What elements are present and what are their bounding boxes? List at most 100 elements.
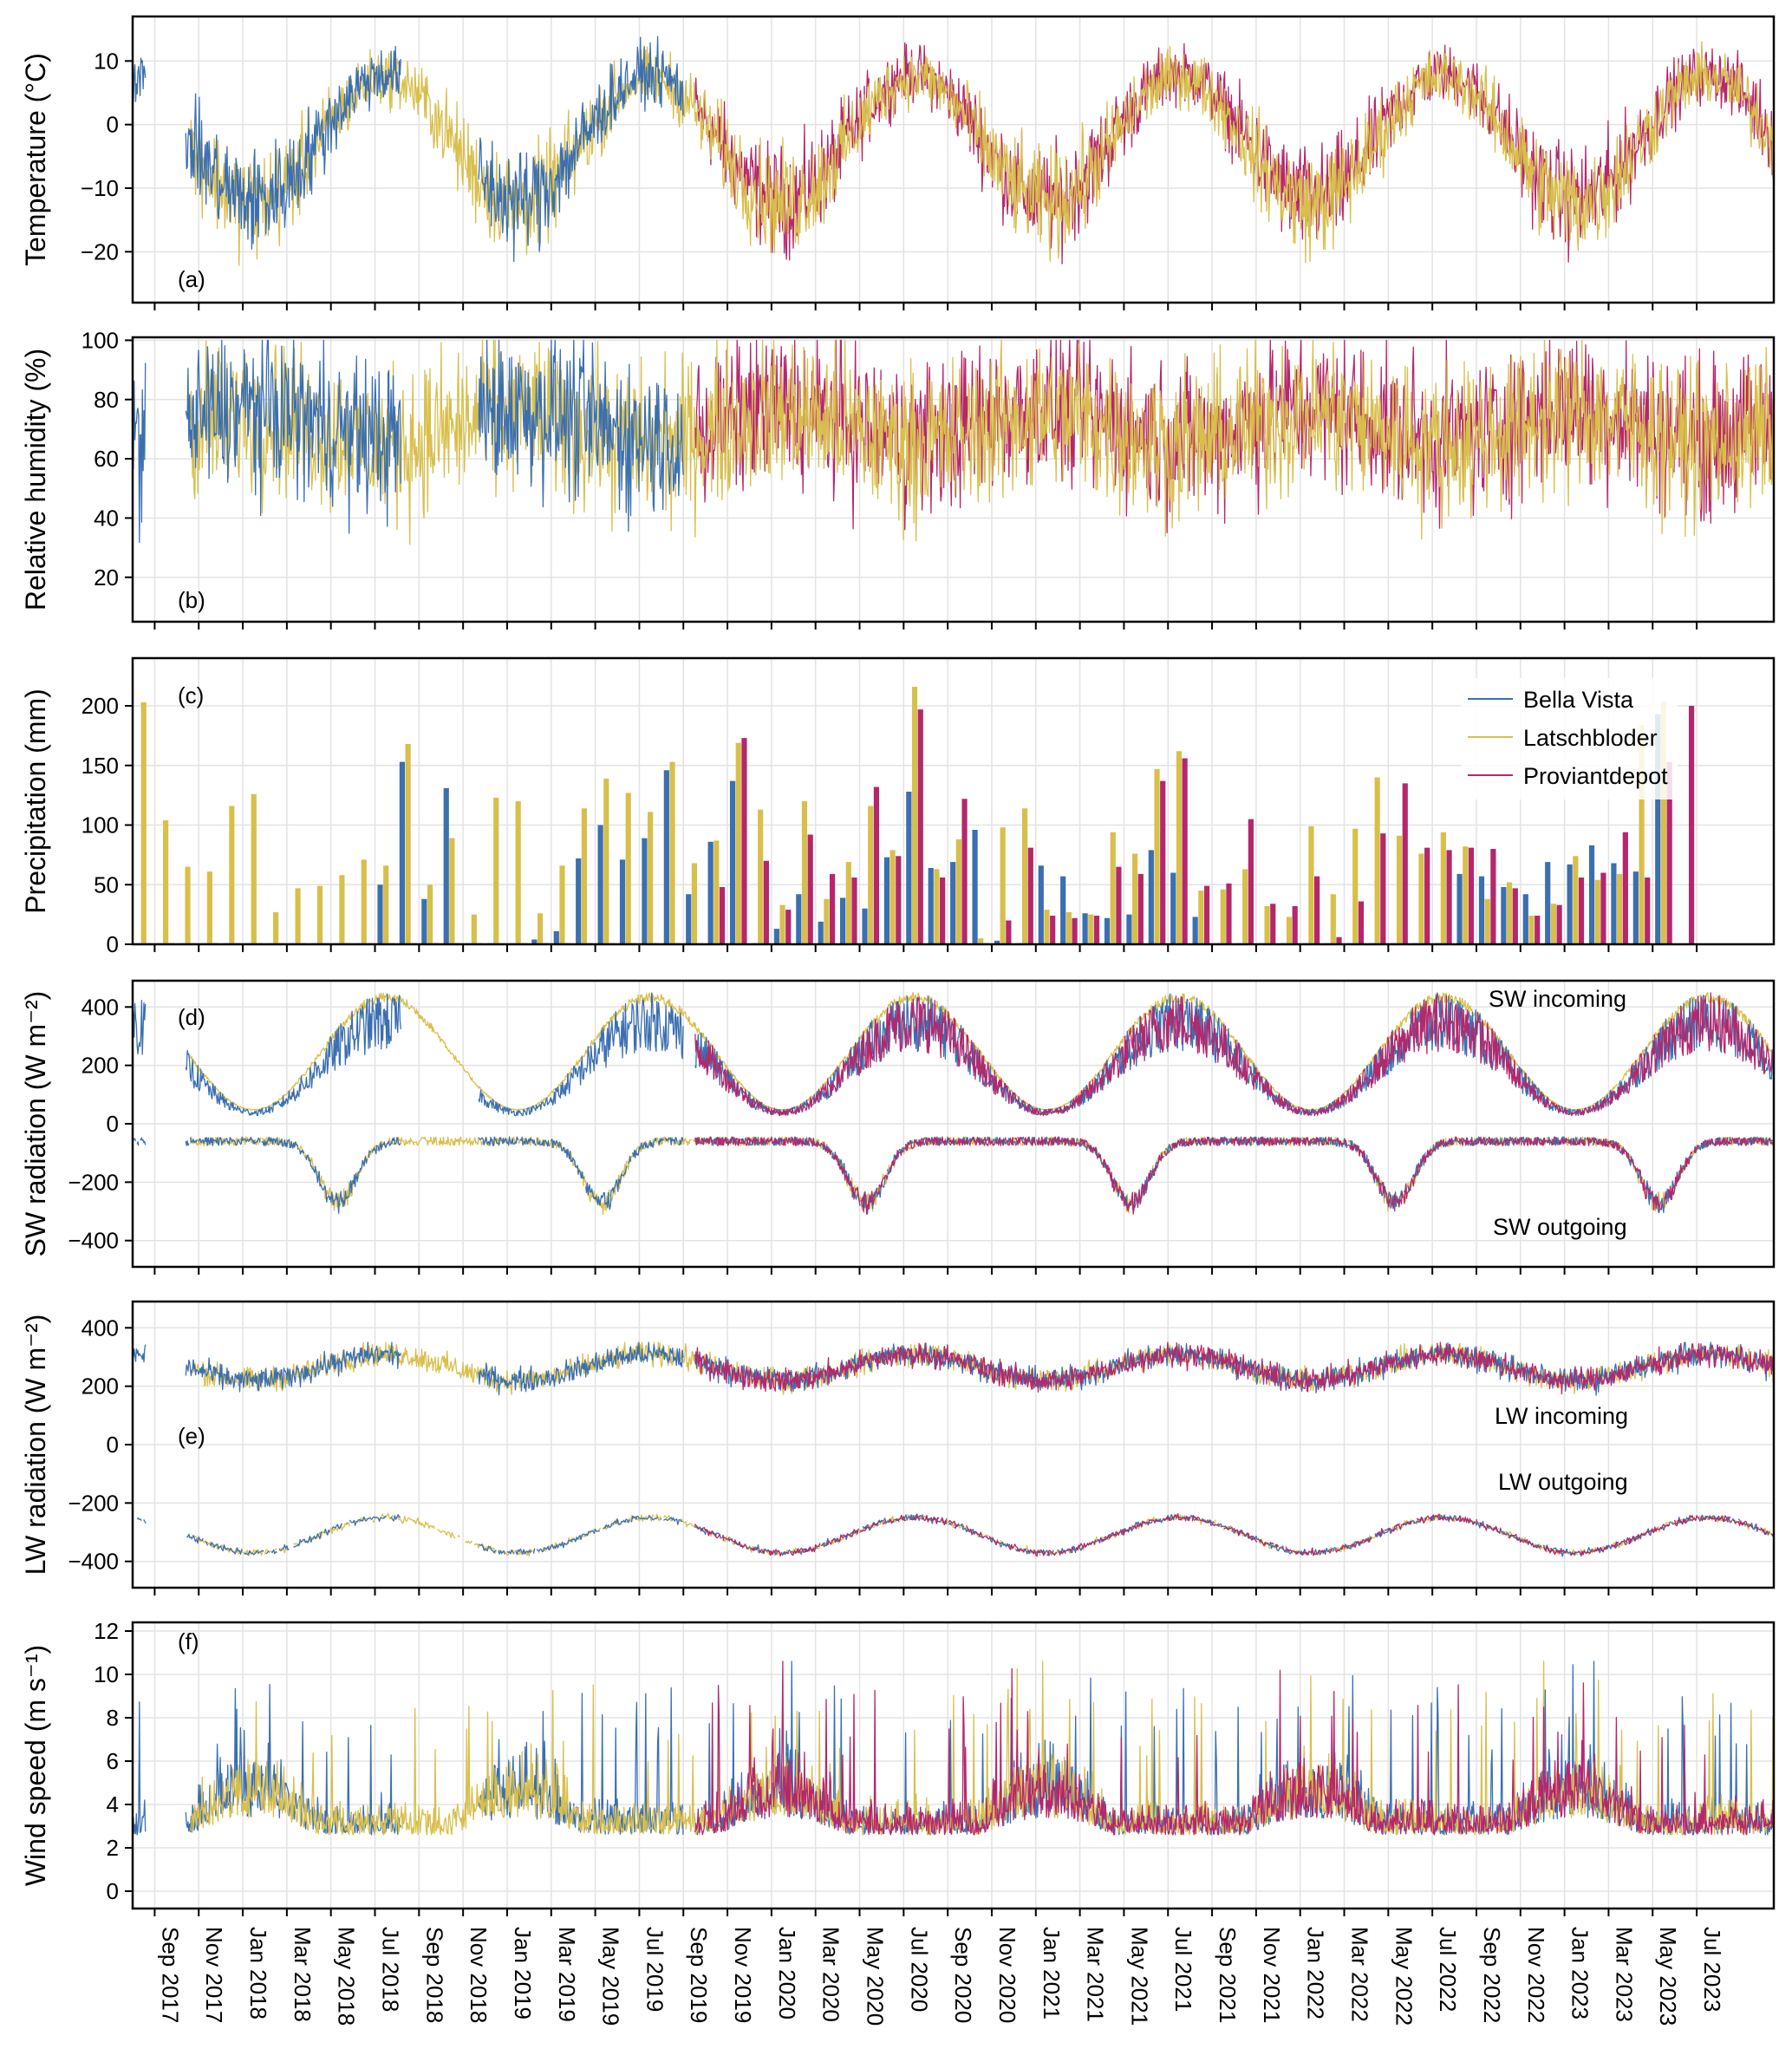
x-tick-label: Sep 2021: [1215, 1927, 1241, 2023]
x-tick-label: Nov 2019: [730, 1927, 756, 2023]
lw-outgoing-bella-vista: [1200, 1518, 1215, 1526]
lw-outgoing-bella-vista: [278, 1543, 290, 1551]
series-line-bella-vista: [478, 36, 684, 263]
lw-outgoing-bella-vista: [663, 1517, 683, 1525]
sw-outgoing-proviantdepot: [968, 1136, 996, 1146]
bar-proviantdepot: [1535, 916, 1541, 944]
lw-outgoing-proviantdepot: [1479, 1522, 1502, 1534]
plot-frame: [131, 15, 1776, 304]
bar-proviantdepot: [719, 887, 726, 944]
lw-outgoing-latschbloder: [1014, 1545, 1041, 1556]
lw-outgoing-bella-vista: [1333, 1547, 1338, 1552]
x-tick-label: Jan 2021: [1039, 1927, 1065, 2020]
y-axis-label: Precipitation (mm): [20, 688, 51, 914]
lw-outgoing-proviantdepot: [825, 1528, 859, 1546]
bar-latschbloder: [1330, 894, 1336, 944]
y-tick-label: 6: [107, 1748, 119, 1774]
y-tick-label: −200: [68, 1169, 119, 1195]
lw-outgoing-proviantdepot: [1502, 1531, 1507, 1536]
bar-latschbloder: [1220, 889, 1226, 944]
bar-proviantdepot: [1622, 832, 1628, 944]
sw-outgoing-proviantdepot: [694, 1136, 701, 1145]
lw-outgoing-bella-vista: [349, 1515, 387, 1526]
x-tick-label: Nov 2022: [1523, 1927, 1549, 2023]
bar-latschbloder: [295, 888, 301, 944]
bar-proviantdepot: [1116, 866, 1122, 944]
bar-latschbloder: [140, 701, 147, 944]
x-tick-label: Jul 2019: [642, 1927, 668, 2012]
x-tick-label: Mar 2020: [818, 1927, 844, 2022]
lw-outgoing-latschbloder: [465, 1540, 472, 1544]
sw-outgoing-proviantdepot: [1163, 1149, 1171, 1157]
legend-label: Latschbloder: [1523, 725, 1658, 751]
y-tick-label: 0: [107, 1432, 119, 1458]
bar-proviantdepot: [851, 878, 857, 944]
sw-outgoing-bella-vista: [368, 1150, 372, 1158]
lw-outgoing-latschbloder: [481, 1544, 497, 1555]
lw-incoming-bella-vista: [132, 1344, 147, 1363]
lw-outgoing-latschbloder: [906, 1514, 935, 1522]
sw-outgoing-bella-vista: [304, 1154, 368, 1214]
lw-outgoing-proviantdepot: [1385, 1520, 1412, 1532]
x-tick-label: Jul 2021: [1170, 1927, 1196, 2012]
y-tick-label: 0: [107, 112, 119, 138]
y-tick-label: 40: [94, 505, 119, 531]
bar-bella-vista: [377, 884, 383, 944]
lw-outgoing-proviantdepot: [860, 1521, 881, 1532]
x-tick-label: Jan 2018: [245, 1927, 271, 2020]
lw-outgoing-proviantdepot: [1270, 1542, 1274, 1545]
sw-outgoing-proviantdepot: [1285, 1136, 1348, 1146]
lw-outgoing-proviantdepot: [1754, 1526, 1769, 1536]
sw-outgoing-bella-vista: [1463, 1136, 1521, 1146]
lw-outgoing-proviantdepot: [1285, 1546, 1299, 1555]
sw-outgoing-bella-vista: [816, 1140, 831, 1156]
series-line-bella-vista: [132, 57, 147, 103]
sw-outgoing-bella-vista: [664, 1137, 678, 1145]
lw-outgoing-proviantdepot: [783, 1551, 789, 1555]
panel-c: 0 50 100 150 200 Precipitation (mm) (c) Bella V…: [20, 656, 1776, 957]
lw-outgoing-proviantdepot: [1455, 1515, 1476, 1525]
x-tick-label: Sep 2018: [421, 1927, 447, 2023]
bar-proviantdepot: [1490, 849, 1496, 944]
sw-outgoing-bella-vista: [1568, 1136, 1587, 1146]
bar-latschbloder: [316, 885, 323, 944]
bar-bella-vista: [1501, 887, 1507, 944]
bar-bella-vista: [862, 908, 868, 944]
bar-latschbloder: [1264, 906, 1270, 944]
y-tick-label: 2: [107, 1835, 119, 1861]
sw-outgoing-proviantdepot: [955, 1137, 968, 1146]
sw-outgoing-latschbloder: [261, 1137, 288, 1148]
lw-outgoing-bella-vista: [205, 1541, 209, 1546]
panel-letter: (e): [178, 1423, 205, 1449]
sw-outgoing-proviantdepot: [1036, 1136, 1047, 1146]
annotation-lw-outgoing: LW outgoing: [1498, 1469, 1628, 1495]
y-tick-label: 80: [94, 387, 119, 413]
y-axis-label: SW radiation (W m⁻²): [20, 991, 51, 1257]
series-line-proviantdepot: [694, 339, 1775, 534]
bar-proviantdepot: [1336, 936, 1342, 944]
bar-proviantdepot: [1182, 758, 1188, 944]
bar-latschbloder: [735, 742, 741, 944]
sw-outgoing-bella-vista: [140, 1137, 147, 1145]
x-tick-label: Sep 2019: [686, 1927, 712, 2023]
bar-bella-vista: [707, 841, 714, 944]
bar-bella-vista: [994, 940, 1000, 944]
lw-outgoing-proviantdepot: [1476, 1518, 1478, 1524]
y-tick-label: −400: [68, 1228, 119, 1254]
lw-outgoing-proviantdepot: [1732, 1519, 1754, 1529]
sw-outgoing-bella-vista: [631, 1137, 657, 1158]
lw-outgoing-proviantdepot: [1067, 1546, 1075, 1552]
bar-latschbloder: [1242, 869, 1248, 944]
lw-outgoing-proviantdepot: [1708, 1515, 1731, 1523]
bar-latschbloder: [845, 862, 851, 944]
panel-d: −400 −200 0 200 400 SW radiation (W m⁻²) (d) SW…: [20, 979, 1776, 1275]
lw-outgoing-bella-vista: [143, 1519, 147, 1524]
sw-outgoing-proviantdepot: [1693, 1145, 1700, 1154]
bar-latschbloder: [383, 865, 389, 944]
panel-f: 0 2 4 6 8 10 12 Wind speed (m s⁻¹) (f): [20, 1618, 1776, 1916]
bar-latschbloder: [163, 820, 169, 944]
legend-label: Bella Vista: [1523, 687, 1634, 713]
y-tick-label: 400: [81, 994, 119, 1020]
bar-proviantdepot: [896, 856, 902, 944]
lw-outgoing-proviantdepot: [766, 1549, 782, 1557]
